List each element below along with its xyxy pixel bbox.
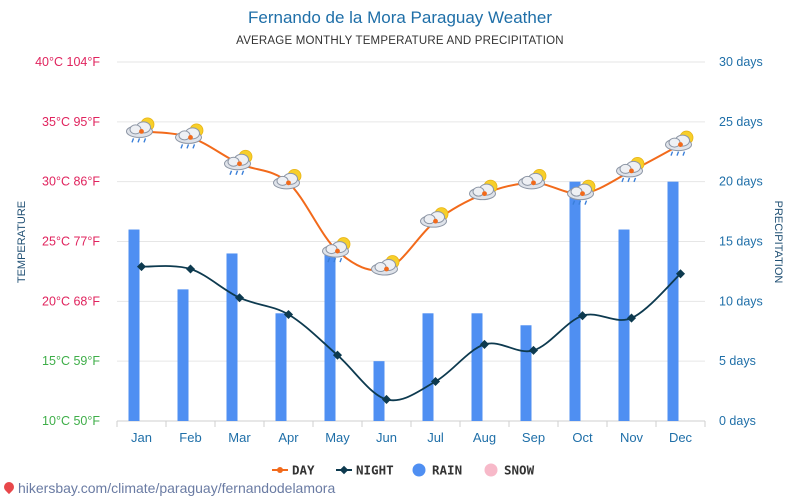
day-point [237, 161, 242, 167]
day-point [139, 129, 144, 134]
x-tick-label: Jul [427, 430, 444, 445]
night-point [185, 264, 196, 274]
rain-bar [373, 361, 385, 421]
right-tick-label: 15 days [719, 235, 763, 249]
x-tick-label: Sep [522, 430, 545, 445]
cloud-sun-rain-icon [224, 149, 253, 175]
right-tick-label: 25 days [719, 115, 763, 129]
day-point [482, 191, 487, 197]
legend-item-rain: RAIN [412, 463, 462, 478]
night-point [136, 262, 147, 272]
cloud-sun-rain-icon [322, 237, 351, 263]
x-tick-label: Jun [376, 430, 397, 445]
rain-bar [471, 313, 483, 421]
left-tick-label: 40°C 104°F [35, 55, 100, 69]
right-tick-label: 5 days [719, 354, 756, 368]
day-point [580, 191, 585, 197]
legend-item-snow: SNOW [484, 463, 535, 478]
day-series-line [141, 130, 681, 272]
right-axis-title: PRECIPITATION [772, 201, 784, 284]
legend-label: NIGHT [356, 463, 394, 478]
x-tick-label: Mar [228, 430, 251, 445]
rain-bar [422, 313, 434, 421]
x-tick-label: May [325, 430, 350, 445]
rain-bar [275, 313, 287, 421]
left-tick-label: 30°C 86°F [42, 175, 100, 189]
legend-label: RAIN [432, 463, 462, 478]
cloud-sun-icon [420, 207, 449, 228]
legend-label: SNOW [504, 463, 535, 478]
day-point [286, 180, 291, 186]
cloud-sun-icon [371, 255, 400, 276]
cloud-sun-icon [273, 168, 302, 190]
x-tick-label: Oct [572, 430, 593, 445]
night-series-line [141, 265, 682, 402]
x-tick-label: Jan [131, 430, 152, 445]
left-tick-label: 35°C 95°F [42, 115, 100, 129]
left-tick-label: 15°C 59°F [42, 354, 100, 368]
day-point [335, 248, 340, 254]
rain-bar [520, 325, 532, 421]
legend-label: DAY [292, 463, 315, 478]
location-pin-icon [1, 479, 17, 495]
day-point [629, 168, 634, 174]
night-point [577, 311, 588, 321]
rain-bar [226, 253, 238, 421]
x-tick-label: Aug [473, 430, 496, 445]
left-tick-label: 25°C 77°F [42, 235, 100, 249]
rain-bar [618, 229, 630, 421]
right-tick-label: 10 days [719, 294, 763, 308]
rain-bar [324, 253, 336, 421]
cloud-sun-rain-icon [665, 130, 694, 156]
chart-title: Fernando de la Mora Paraguay Weather [248, 8, 552, 27]
day-point [531, 180, 536, 186]
night-point [234, 293, 245, 303]
rain-bar [177, 289, 189, 421]
day-point [188, 134, 193, 140]
source-link[interactable]: hikersbay.com/climate/paraguay/fernandod… [18, 480, 336, 496]
cloud-sun-icon [518, 168, 547, 190]
left-tick-label: 20°C 68°F [42, 294, 100, 308]
cloud-sun-icon [469, 179, 498, 201]
x-tick-label: Nov [620, 430, 644, 445]
rain-bar [128, 229, 140, 421]
right-tick-label: 30 days [719, 55, 763, 69]
legend-item-night: NIGHT [336, 463, 394, 478]
day-point [678, 142, 683, 147]
x-tick-label: Apr [278, 430, 299, 445]
legend-item-day: DAY [272, 463, 315, 478]
day-point [384, 266, 389, 272]
legend: DAY NIGHT RAIN SNOW [272, 463, 535, 478]
left-tick-label: 10°C 50°F [42, 414, 100, 428]
right-tick-label: 20 days [719, 175, 763, 189]
right-tick-label: 0 days [719, 414, 756, 428]
rain-bar [569, 181, 581, 421]
x-tick-label: Dec [669, 430, 693, 445]
rain-bar [667, 181, 679, 421]
source-footer[interactable]: hikersbay.com/climate/paraguay/fernandod… [1, 479, 336, 496]
x-tick-label: Feb [179, 430, 201, 445]
left-axis-title: TEMPERATURE [16, 201, 28, 283]
day-point [433, 218, 438, 224]
chart-subtitle: AVERAGE MONTHLY TEMPERATURE AND PRECIPIT… [236, 35, 564, 47]
